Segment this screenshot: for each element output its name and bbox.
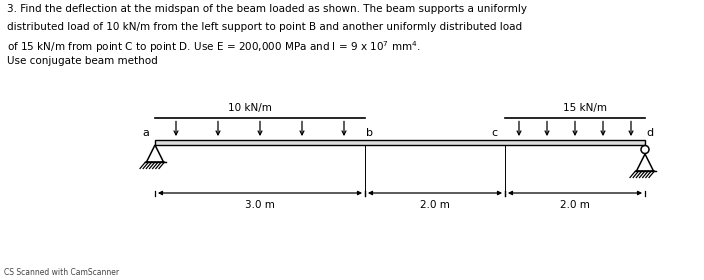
Text: a: a <box>142 129 149 139</box>
Text: d: d <box>646 129 653 139</box>
Text: 10 kN/m: 10 kN/m <box>228 104 272 113</box>
Text: 15 kN/m: 15 kN/m <box>563 104 607 113</box>
Text: of 15 kN/m from point C to point D. Use E = 200,000 MPa and I = 9 x 10$^7$ mm$^4: of 15 kN/m from point C to point D. Use … <box>7 39 420 55</box>
Text: 3. Find the deflection at the midspan of the beam loaded as shown. The beam supp: 3. Find the deflection at the midspan of… <box>7 4 527 14</box>
Text: 3.0 m: 3.0 m <box>245 200 275 210</box>
Text: CS Scanned with CamScanner: CS Scanned with CamScanner <box>4 268 119 277</box>
Text: Use conjugate beam method: Use conjugate beam method <box>7 57 158 67</box>
Bar <box>155 139 645 145</box>
Text: 2.0 m: 2.0 m <box>420 200 450 210</box>
Text: 2.0 m: 2.0 m <box>560 200 590 210</box>
Text: c: c <box>491 129 497 139</box>
Text: distributed load of 10 kN/m from the left support to point B and another uniform: distributed load of 10 kN/m from the lef… <box>7 22 522 32</box>
Text: b: b <box>366 129 373 139</box>
